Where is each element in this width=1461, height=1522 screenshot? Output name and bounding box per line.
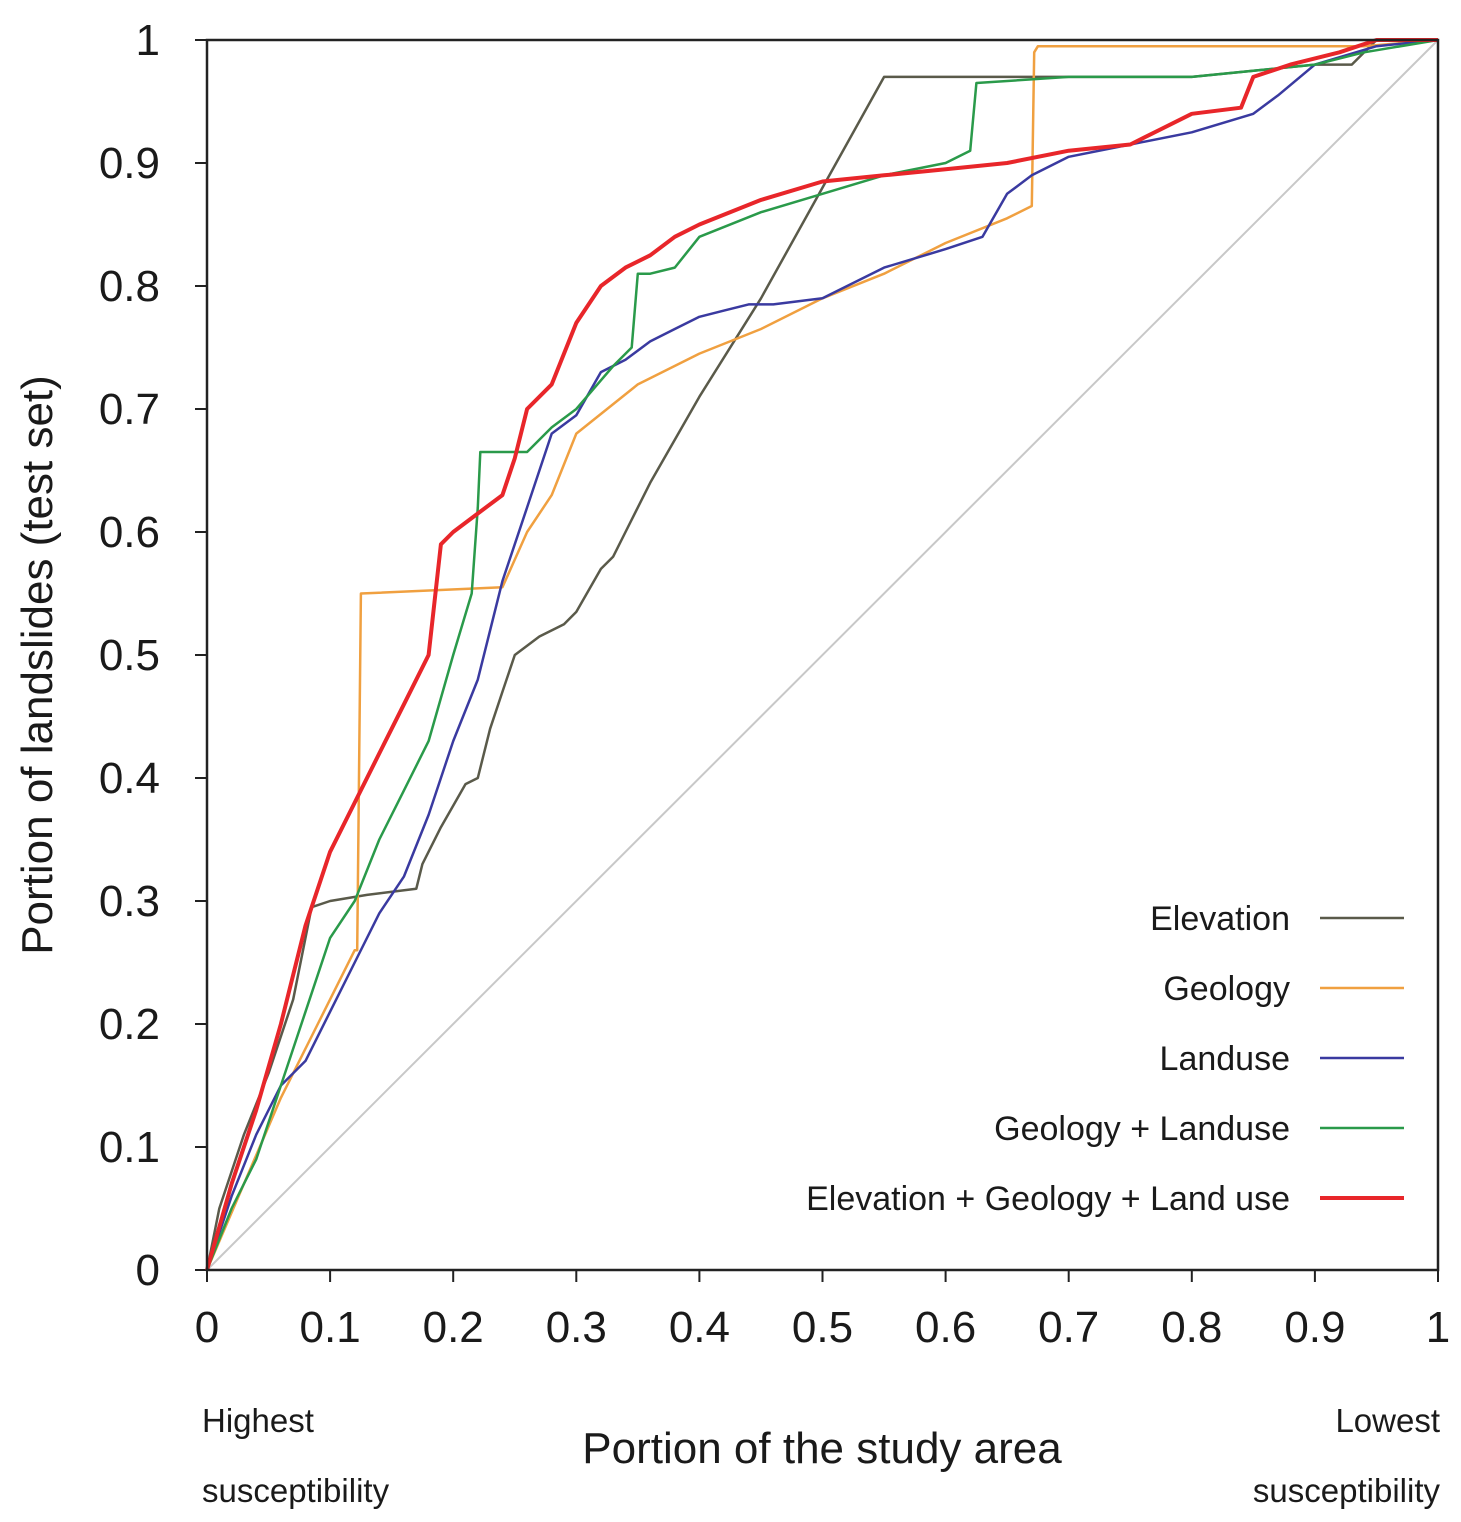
x-right-note-line1: Lowest	[1335, 1402, 1440, 1439]
x-tick-label: 0.2	[423, 1303, 484, 1352]
series-lines	[205, 38, 1439, 1271]
x-axis-ticks: 0 0.1 0.2 0.3 0.4 0.5 0.6 0.7 0.8 0.9 1	[195, 1270, 1450, 1352]
y-tick-label: 0.2	[99, 1000, 160, 1049]
x-tick-label: 0	[195, 1303, 219, 1352]
x-tick-label: 0.7	[1038, 1303, 1099, 1352]
x-tick-label: 0.9	[1284, 1303, 1345, 1352]
x-tick-label: 0.6	[915, 1303, 976, 1352]
x-tick-label: 1	[1426, 1303, 1450, 1352]
x-left-note-line1: Highest	[202, 1402, 314, 1439]
x-left-note-line2: susceptibility	[202, 1472, 390, 1509]
legend-label: Landuse	[1160, 1040, 1290, 1078]
y-tick-label: 0.4	[99, 754, 160, 803]
plot-frame	[205, 38, 1440, 1272]
series-line-geology-landuse	[205, 38, 1439, 1271]
x-axis-title: Portion of the study area	[582, 1424, 1062, 1473]
y-axis-ticks: 0 0.1 0.2 0.3 0.4 0.5 0.6 0.7 0.8 0.9 1	[99, 16, 207, 1295]
legend: Elevation Geology Landuse Geology + Landuse…	[806, 900, 1404, 1218]
x-tick-label: 0.5	[792, 1303, 853, 1352]
series-line-geology	[205, 38, 1439, 1271]
x-tick-label: 0.4	[669, 1303, 730, 1352]
series-line-elevation-geology-land-use	[205, 38, 1438, 1271]
y-axis-title: Portion of landslides (test set)	[13, 375, 62, 955]
legend-label: Elevation + Geology + Land use	[806, 1180, 1290, 1218]
y-tick-label: 0.5	[99, 631, 160, 680]
x-tick-label: 0.8	[1161, 1303, 1222, 1352]
y-tick-label: 0	[136, 1246, 160, 1295]
y-tick-label: 0.7	[99, 385, 160, 434]
legend-label: Elevation	[1150, 900, 1290, 938]
y-tick-label: 0.8	[99, 262, 160, 311]
y-tick-label: 0.6	[99, 508, 160, 557]
y-tick-label: 0.9	[99, 139, 160, 188]
y-tick-label: 1	[136, 16, 160, 65]
x-tick-label: 0.3	[546, 1303, 607, 1352]
x-right-note-line2: susceptibility	[1253, 1472, 1441, 1509]
legend-label: Geology	[1163, 970, 1290, 1008]
reference-diagonal-line	[206, 39, 1439, 1271]
x-tick-label: 0.1	[300, 1303, 361, 1352]
reference-diagonal	[206, 39, 1439, 1271]
y-tick-label: 0.1	[99, 1123, 160, 1172]
y-tick-label: 0.3	[99, 877, 160, 926]
legend-label: Geology + Landuse	[994, 1110, 1290, 1148]
